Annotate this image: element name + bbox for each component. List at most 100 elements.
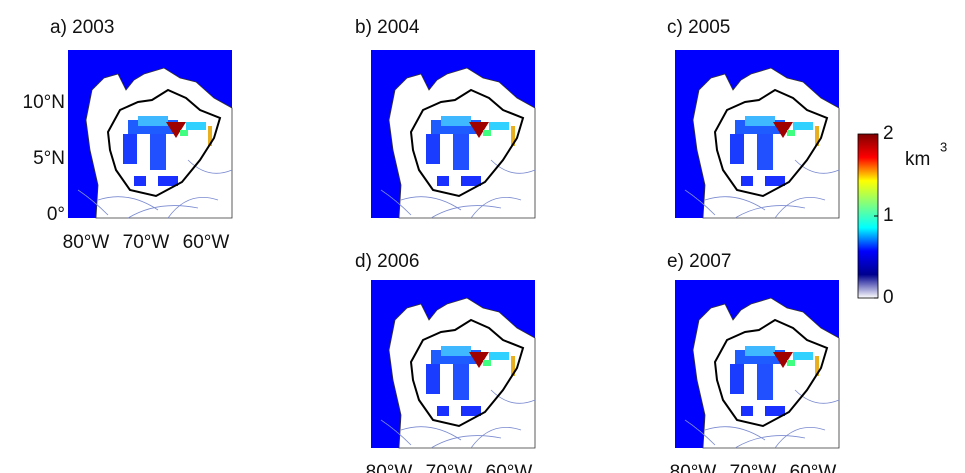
volume-cell bbox=[489, 352, 509, 360]
volume-cell bbox=[483, 360, 491, 366]
river bbox=[380, 419, 412, 446]
volume-cell bbox=[489, 122, 509, 130]
river bbox=[704, 426, 766, 441]
volume-cell bbox=[757, 134, 773, 170]
volume-cell bbox=[441, 346, 471, 356]
volume-cell bbox=[453, 364, 469, 400]
panel-title: c) 2005 bbox=[667, 17, 730, 38]
volume-cell bbox=[815, 356, 819, 376]
basin-outline bbox=[409, 88, 525, 198]
y-tick-label: 5°N bbox=[33, 148, 65, 169]
volume-cell bbox=[741, 406, 753, 416]
river bbox=[470, 196, 522, 219]
x-tick-label: 60°W bbox=[790, 462, 837, 473]
panel-title: b) 2004 bbox=[355, 17, 420, 38]
volume-cell bbox=[787, 360, 795, 366]
river bbox=[127, 205, 199, 219]
colorbar-tick-label: 1 bbox=[883, 205, 894, 226]
volume-cell bbox=[511, 356, 515, 376]
river bbox=[167, 196, 219, 219]
volume-cell bbox=[730, 134, 744, 164]
basin-outline bbox=[713, 318, 829, 428]
panel-title: a) 2003 bbox=[50, 17, 114, 38]
x-tick-label: 60°W bbox=[183, 232, 230, 253]
volume-cell bbox=[166, 122, 186, 138]
river bbox=[704, 196, 766, 211]
river bbox=[97, 196, 159, 211]
x-tick-label: 80°W bbox=[63, 232, 110, 253]
volume-cell bbox=[437, 406, 449, 416]
x-tick-label: 80°W bbox=[670, 462, 717, 473]
basin-outline bbox=[106, 88, 222, 198]
volume-cell bbox=[730, 364, 744, 394]
volume-cell bbox=[134, 176, 146, 186]
volume-cell bbox=[757, 364, 773, 400]
volume-cell bbox=[469, 352, 489, 368]
y-tick-label: 0° bbox=[47, 204, 65, 225]
river bbox=[794, 389, 840, 404]
volume-cell bbox=[138, 116, 168, 126]
volume-cell bbox=[483, 130, 491, 136]
volume-cell bbox=[741, 176, 753, 186]
volume-cell bbox=[461, 406, 481, 416]
volume-cell bbox=[745, 346, 775, 356]
river bbox=[490, 389, 536, 404]
volume-cell bbox=[441, 116, 471, 126]
river bbox=[430, 435, 502, 449]
volume-cell bbox=[745, 116, 775, 126]
river bbox=[400, 426, 462, 441]
panel-title: d) 2006 bbox=[355, 251, 419, 272]
colorbar-tick-label: 0 bbox=[883, 287, 894, 308]
volume-cell bbox=[426, 134, 440, 164]
volume-cell bbox=[208, 126, 212, 146]
colorbar-label-exponent: 3 bbox=[940, 139, 947, 154]
river bbox=[380, 189, 412, 216]
x-tick-label: 70°W bbox=[730, 462, 777, 473]
basin-outline bbox=[713, 88, 829, 198]
colorbar-label: km bbox=[905, 149, 930, 170]
panel-title: e) 2007 bbox=[667, 251, 731, 272]
x-tick-label: 80°W bbox=[366, 462, 413, 473]
volume-cell bbox=[437, 176, 449, 186]
map bbox=[371, 280, 536, 449]
volume-cell bbox=[180, 130, 188, 136]
x-tick-label: 70°W bbox=[426, 462, 473, 473]
river bbox=[774, 426, 826, 449]
river bbox=[684, 419, 716, 446]
river bbox=[794, 159, 840, 174]
volume-cell bbox=[793, 352, 813, 360]
map bbox=[675, 280, 840, 449]
river bbox=[77, 189, 109, 216]
volume-cell bbox=[765, 176, 785, 186]
river bbox=[187, 159, 233, 174]
volume-cell bbox=[426, 364, 440, 394]
volume-cell bbox=[453, 134, 469, 170]
x-tick-label: 70°W bbox=[123, 232, 170, 253]
map bbox=[675, 50, 840, 219]
volume-cell bbox=[150, 134, 166, 170]
volume-cell bbox=[511, 126, 515, 146]
river bbox=[684, 189, 716, 216]
river bbox=[734, 205, 806, 219]
volume-cell bbox=[773, 352, 793, 368]
y-tick-label: 10°N bbox=[23, 92, 65, 113]
volume-cell bbox=[123, 134, 137, 164]
volume-cell bbox=[765, 406, 785, 416]
colorbar-tick-label: 2 bbox=[883, 123, 894, 144]
river bbox=[430, 205, 502, 219]
volume-cell bbox=[773, 122, 793, 138]
volume-cell bbox=[186, 122, 206, 130]
volume-cell bbox=[158, 176, 178, 186]
map bbox=[371, 50, 536, 219]
volume-cell bbox=[815, 126, 819, 146]
x-tick-label: 60°W bbox=[486, 462, 533, 473]
map bbox=[68, 50, 233, 219]
river bbox=[734, 435, 806, 449]
river bbox=[490, 159, 536, 174]
volume-cell bbox=[793, 122, 813, 130]
volume-cell bbox=[461, 176, 481, 186]
volume-cell bbox=[469, 122, 489, 138]
river bbox=[400, 196, 462, 211]
river bbox=[774, 196, 826, 219]
